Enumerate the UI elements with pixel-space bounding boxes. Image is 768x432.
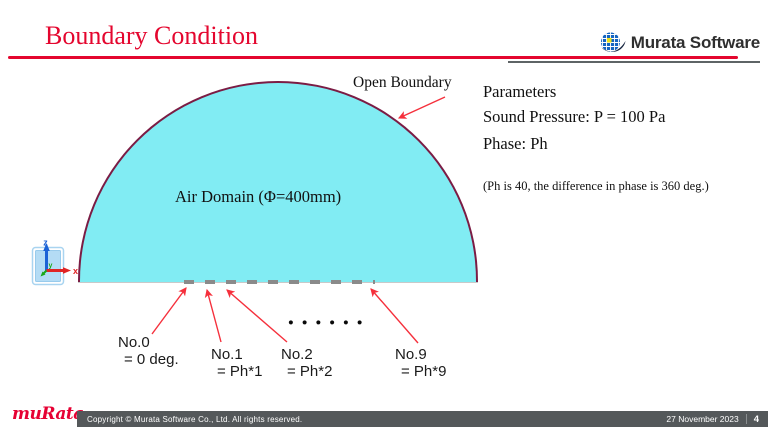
segment-name: No.2: [281, 346, 313, 363]
segment-value: = Ph*2: [287, 363, 333, 380]
arrow-no0: [151, 287, 187, 335]
axis-z-label: z: [43, 238, 48, 248]
segment-label-no2: No.2 = Ph*2: [281, 346, 332, 380]
footer-separator: [745, 414, 747, 424]
parameters-heading: Parameters: [483, 82, 557, 101]
murata-globe-icon: [600, 32, 626, 52]
open-boundary-label: Open Boundary: [353, 74, 452, 91]
axis-x-label: x: [73, 266, 78, 276]
murata-footer-logo: muRata: [12, 404, 84, 424]
air-domain-semicircle: [78, 81, 478, 282]
murata-software-wordmark: Murata Software: [630, 33, 760, 52]
segment-name: No.9: [395, 346, 427, 363]
ellipsis-dots: ●●●●●●: [288, 317, 371, 328]
segment-name: No.1: [211, 346, 243, 363]
axis-y-label: y: [49, 263, 53, 270]
slide-date: 27 November 2023: [666, 414, 739, 424]
arrow-no1: [204, 288, 222, 343]
header-gray-line: [508, 61, 760, 63]
title-underline: [8, 56, 738, 59]
segment-value: = 0 deg.: [124, 351, 179, 368]
coordinate-axes-icon: z x y: [31, 238, 78, 286]
segment-label-no0: No.0 = 0 deg.: [118, 334, 179, 368]
phase-note: (Ph is 40, the difference in phase is 36…: [483, 179, 709, 193]
speaker-ports-dashed-line: [184, 280, 375, 284]
murata-software-logo: Murata Software: [599, 31, 760, 55]
segment-name: No.0: [118, 334, 150, 351]
segment-label-no9: No.9 = Ph*9: [395, 346, 446, 380]
arrow-no2: [226, 289, 288, 343]
sound-pressure-line: Sound Pressure: P = 100 Pa: [483, 107, 666, 126]
arrow-no9: [370, 288, 419, 344]
page-title: Boundary Condition: [45, 21, 259, 50]
parameters-block: Parameters Sound Pressure: P = 100 Pa Ph…: [483, 82, 709, 194]
open-boundary-arrow: [397, 96, 446, 119]
air-domain-label: Air Domain (Φ=400mm): [175, 187, 342, 206]
copyright-text: Copyright © Murata Software Co., Ltd. Al…: [87, 414, 303, 424]
segment-label-no1: No.1 = Ph*1: [211, 346, 262, 380]
segment-value: = Ph*1: [217, 363, 263, 380]
page-number: 4: [753, 413, 759, 425]
footer-bar: Copyright © Murata Software Co., Ltd. Al…: [77, 411, 768, 427]
phase-line: Phase: Ph: [483, 134, 548, 153]
segment-value: = Ph*9: [401, 363, 447, 380]
